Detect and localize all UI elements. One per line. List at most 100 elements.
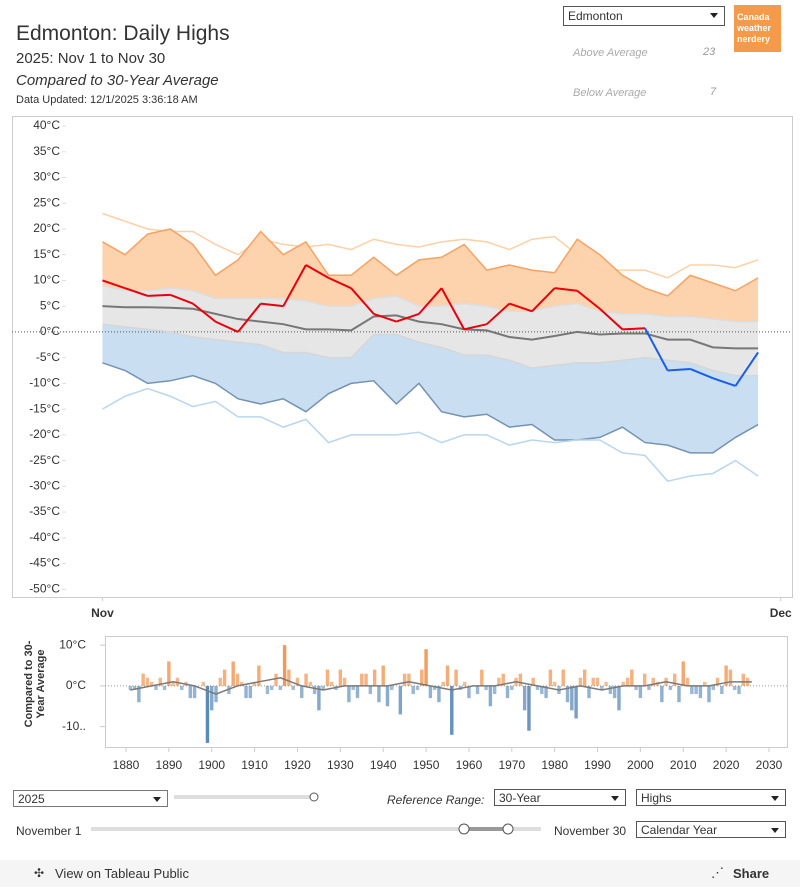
y-tick-label: 15°C: [33, 247, 60, 261]
reference-label: Reference Range:: [387, 793, 485, 807]
series-line: [102, 323, 759, 377]
below-label: Below Average: [573, 87, 647, 99]
actual-segment: [644, 327, 669, 371]
y-tick-label: 35°C: [33, 144, 60, 158]
y-tick-label: -20°C: [29, 427, 60, 441]
y-tick-label: 10°C: [59, 637, 86, 651]
anomaly-bar: [218, 677, 223, 686]
anomaly-bar: [702, 681, 707, 686]
anomaly-bar: [685, 677, 690, 686]
anomaly-bar: [432, 685, 437, 690]
y-tick-label: 0°C: [40, 324, 60, 338]
anomaly-bar: [484, 685, 488, 690]
x-tick-label: 1880: [113, 758, 140, 772]
anomaly-bar: [205, 685, 210, 743]
anomaly-bar: [630, 669, 634, 686]
y-tick-label: -10°C: [29, 376, 60, 390]
anomaly-bar: [415, 685, 420, 690]
range-end[interactable]: [502, 823, 514, 835]
anomaly-bar: [707, 685, 711, 703]
x-tick-label: 1920: [284, 758, 311, 772]
y-tick-label: 5°C: [40, 298, 60, 312]
anomaly-bar: [454, 669, 458, 686]
period-select[interactable]: Calendar Year: [636, 821, 786, 838]
actual-segment: [169, 293, 194, 305]
x-tick-label: 1930: [327, 758, 354, 772]
y-tick-label: 30°C: [33, 170, 60, 184]
anomaly-bar: [154, 685, 158, 690]
anomaly-bar: [325, 669, 330, 686]
anomaly-bar: [240, 681, 244, 686]
year-handle[interactable]: [309, 792, 319, 802]
x-tick-label: 2030: [756, 758, 783, 772]
anomaly-bar: [171, 681, 175, 686]
anomaly-bar: [300, 685, 304, 699]
anomaly-bar: [360, 673, 364, 686]
anomaly-bar: [420, 669, 424, 686]
year-input[interactable]: 2025: [13, 790, 168, 807]
anomaly-bar: [535, 685, 540, 690]
anomaly-bar: [368, 685, 373, 695]
anomaly-bar: [660, 685, 664, 703]
x-tick-label: 2020: [713, 758, 740, 772]
anomaly-bar: [634, 685, 638, 690]
series-line: [102, 212, 759, 279]
anomaly-bar: [428, 685, 433, 699]
actual-segment: [440, 287, 466, 330]
x-tick-label: 1950: [413, 758, 440, 772]
above-label: Above Average: [573, 47, 648, 59]
actual-segment: [576, 289, 601, 310]
anomaly-bar: [510, 685, 514, 690]
below-count: 7: [710, 86, 717, 98]
actual-segment: [486, 302, 511, 325]
actual-segment: [531, 287, 556, 313]
y-tick-label: -45°C: [29, 556, 60, 570]
x-tick-label: Dec: [770, 606, 792, 620]
series-line: [102, 387, 759, 483]
toolbar-bg: [0, 860, 800, 887]
range-start[interactable]: [458, 823, 470, 835]
anomaly-bar: [522, 685, 527, 711]
anomaly-bar: [651, 677, 655, 686]
reference-select[interactable]: 30-Year: [494, 789, 626, 806]
anomaly-bar: [638, 685, 643, 699]
anomaly-bar: [527, 685, 531, 731]
anomaly-bar: [338, 669, 343, 686]
anomaly-bar: [565, 685, 570, 703]
actual-segment: [418, 287, 443, 315]
actual-segment: [305, 264, 330, 279]
anomaly-bar: [612, 685, 617, 699]
anomaly-bar: [540, 685, 544, 695]
anomaly-bar: [642, 673, 647, 686]
anomaly-bar: [591, 677, 595, 686]
anomaly-bar: [600, 685, 604, 690]
x-tick-label: 1890: [156, 758, 183, 772]
x-tick-label: 1960: [456, 758, 483, 772]
location-select[interactable]: Edmonton: [563, 6, 725, 26]
anomaly-bar: [304, 673, 308, 686]
anomaly-bar: [488, 685, 493, 707]
actual-segment: [463, 323, 488, 331]
anomaly-bar: [411, 685, 415, 695]
anomaly-bar: [312, 685, 317, 695]
view-link[interactable]: View on Tableau Public: [55, 866, 189, 881]
anomaly-bar: [531, 677, 535, 686]
series-line: [102, 362, 759, 454]
anomaly-bar: [377, 685, 381, 703]
share-button[interactable]: Share: [733, 866, 770, 881]
measure-select[interactable]: Highs: [636, 789, 786, 806]
y-tick-label: 10°C: [33, 273, 60, 287]
anomaly-bar: [330, 681, 334, 686]
anomaly-bar: [728, 669, 733, 686]
anomaly-bar: [668, 685, 673, 690]
anomaly-bar: [621, 681, 625, 686]
anomaly-bar: [364, 673, 368, 686]
anomaly-bar: [141, 673, 145, 686]
anomaly-bar: [715, 677, 720, 686]
y-tick-label: -15°C: [29, 401, 60, 415]
logo[interactable]: Canada weather nerdery: [734, 5, 781, 52]
anomaly-bar: [544, 685, 548, 699]
actual-segment: [124, 287, 148, 297]
